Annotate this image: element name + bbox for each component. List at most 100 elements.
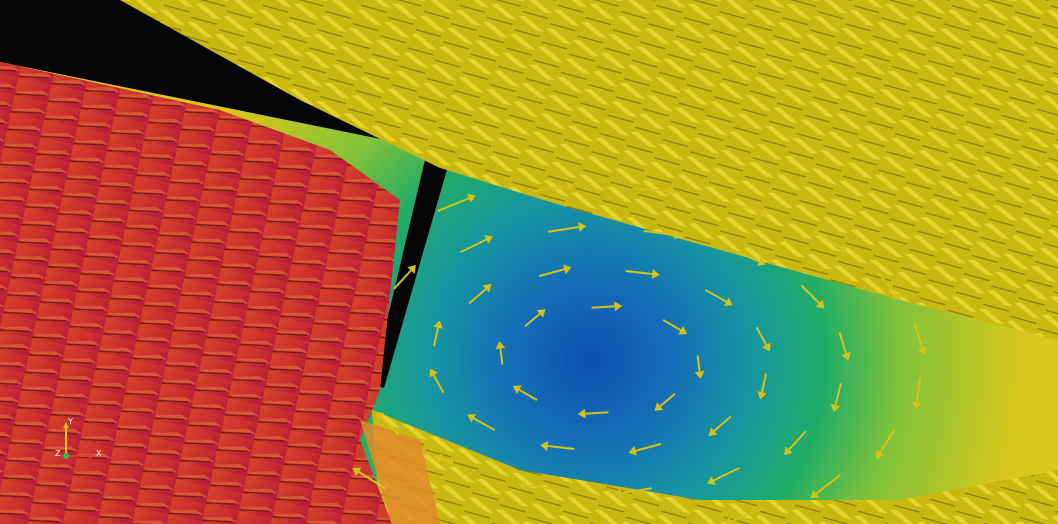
vector-arrow-head [892,291,901,301]
vector-arrow [584,411,609,415]
vector-arrow-head [762,342,771,352]
vector-arrow-head [917,346,927,355]
vector-arrow [662,318,682,332]
vector-arrow [838,331,848,355]
axis-label-y: Y [68,417,73,426]
vector-arrow-head [841,352,851,361]
vector-arrow [815,474,841,495]
vector-arrow-head [707,475,716,485]
vector-arrow-head [512,385,522,395]
vector-arrow-head [467,414,477,423]
z-axis-dot [63,453,69,459]
vector-arrow-head [536,309,546,318]
vector-arrow-head [375,411,385,421]
vector-arrow [625,270,653,275]
vector-arrow [634,442,662,452]
vector-arrow-head [723,297,733,306]
vector-arrow [915,377,922,403]
vector-arrow [468,287,487,305]
vector-arrow [787,430,807,451]
vector-arrow [643,229,676,236]
vector-arrow [538,268,566,278]
vector-arrow [760,373,768,394]
vector-arrow [547,225,580,233]
vector-arrow-head [429,368,438,378]
vector-arrow-head [433,320,443,329]
vector-arrow [834,383,843,406]
vector-arrow-head [876,449,885,459]
vector-arrow [704,288,728,303]
vector-arrow-head [815,299,825,309]
vector-arrow [755,326,768,346]
vector-arrow-head [784,446,793,455]
vector-arrow-head [651,269,660,279]
vector-arrow-head [694,370,705,379]
vector-arrow [531,185,568,193]
lower-glyph-sheet [372,410,1058,524]
vector-arrow [632,187,669,192]
plate-obstacle [372,160,448,388]
vector-arrow-head [830,403,841,413]
vector-arrow [432,326,440,347]
vector-arrow [518,388,538,402]
vector-arrow-head [757,257,766,267]
vector-arrow [713,415,732,433]
vector-arrow-head [674,229,683,240]
vector-arrow-head [911,401,922,410]
orientation-axes-icon: Y Z X [52,416,112,470]
vector-arrow-head [654,402,664,411]
vector-arrow [659,393,676,408]
vector-arrow-head [467,193,476,203]
vector-arrow-head [482,284,492,293]
vector-arrow [499,347,504,365]
axis-label-z: Z [55,449,61,458]
vector-arrow [732,248,760,263]
vector-arrow [591,305,616,309]
vector-arrow-head [434,453,443,463]
vector-arrow-head [810,489,820,499]
vector-arrow-head [613,488,622,498]
vector-arrow [393,269,413,290]
vector-arrow-head [838,243,848,253]
vector-arrow-head [407,265,416,274]
vector-arrow [437,197,470,212]
vector-arrow-head [614,301,623,312]
vector-arrow [712,466,741,482]
vector-arrow [814,230,843,250]
vector-arrow [730,508,763,523]
left-glyph-region [0,62,400,524]
vector-arrow-head [678,325,688,335]
vector-arrow [800,284,821,305]
vector-arrow [524,484,557,491]
vector-arrow-head [540,441,549,451]
vector-arrow-head [578,222,587,232]
vector-arrow-head [566,181,575,191]
vector-arrow [879,429,896,454]
vector-arrow-head [352,467,362,477]
vector-arrow-head [761,207,770,217]
vector-arrow-head [484,235,493,245]
vortex-arrows [352,181,927,524]
vector-arrow [696,355,701,373]
vector-arrow [440,457,468,472]
axis-label-x: X [96,449,102,458]
vector-arrow [459,238,488,254]
vector-arrow [432,374,445,394]
vector-arrow-head [563,264,572,275]
vector-arrow [620,487,653,495]
vector-arrow-head [724,517,733,524]
vector-arrow-head [577,408,586,419]
vector-arrow [524,312,541,327]
vector-arrow [547,445,575,450]
vector-arrow [729,201,764,214]
vector-arrow [379,415,400,436]
vector-arrow-head [757,391,767,400]
vector-arrow-head [495,341,506,350]
upper-glyph-sheet [120,0,1058,340]
vector-arrow [877,272,898,296]
vector-arrow [913,323,924,349]
vector-arrow [357,470,386,490]
vector-arrow [472,417,496,432]
